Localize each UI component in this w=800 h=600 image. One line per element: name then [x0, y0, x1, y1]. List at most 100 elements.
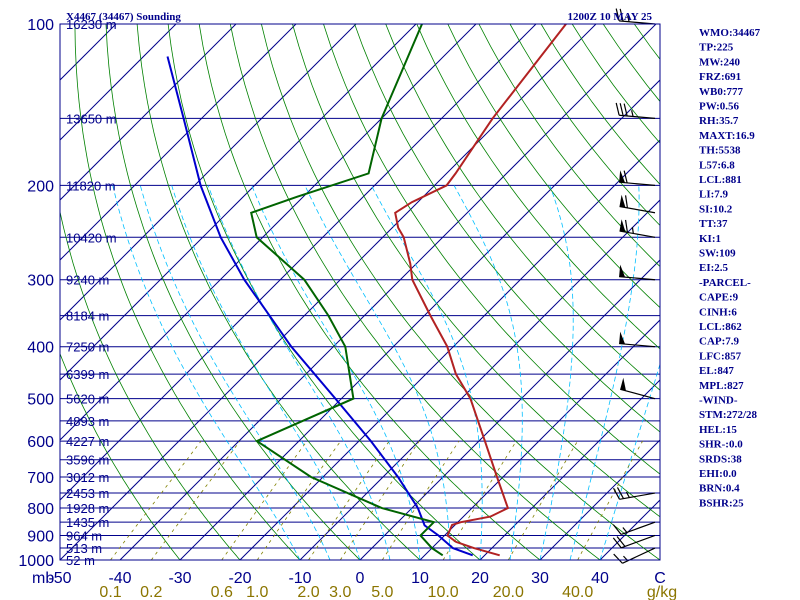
- wind-barb: [615, 8, 656, 25]
- mixing-ratio-line: [256, 440, 341, 560]
- height-label: 964 m: [66, 528, 102, 543]
- wind-barb: [619, 331, 656, 348]
- dry-adiabat-line: [571, 24, 660, 144]
- dewpoint-trace: [250, 24, 444, 557]
- index-entry: WB0:777: [699, 86, 744, 98]
- moist-adiabat-line: [139, 185, 331, 560]
- isotherm-line: [419, 319, 660, 560]
- index-entry: STM:272/28: [699, 409, 758, 421]
- temperature-tick-label: -20: [228, 570, 251, 587]
- height-label: 9240 m: [66, 273, 109, 288]
- mixing-ratio-tick-label: 20.0: [493, 584, 524, 600]
- pressure-tick-label: 800: [27, 501, 54, 518]
- index-entry: CAP:7.9: [699, 336, 740, 348]
- isotherm-line: [359, 259, 660, 560]
- mixing-ratio-tick-label: 1.0: [246, 584, 268, 600]
- height-label: 3596 m: [66, 453, 109, 468]
- wind-barb: [619, 170, 656, 186]
- pressure-tick-label: 1000: [18, 553, 54, 570]
- index-entry: MAXT:16.9: [699, 130, 755, 142]
- pressure-tick-label: 700: [27, 470, 54, 487]
- index-entry: -WIND-: [699, 395, 738, 407]
- temperature-tick-label: -30: [168, 570, 191, 587]
- mixing-ratio-tick-label: 0.1: [99, 584, 121, 600]
- temperature-tick-label: 30: [531, 570, 549, 587]
- dry-adiabat-line: [323, 24, 660, 475]
- pressure-tick-label: 400: [27, 340, 54, 357]
- dry-adiabat-line: [60, 352, 181, 560]
- pressure-tick-label: 500: [27, 392, 54, 409]
- moist-adiabat-line: [112, 185, 301, 560]
- moist-adiabat-line: [207, 185, 391, 560]
- index-entry: CAPE:9: [699, 292, 739, 304]
- height-label: 2453 m: [66, 486, 109, 501]
- mixing-ratio-line: [381, 440, 460, 560]
- index-entry: LCL:862: [699, 321, 742, 333]
- index-entry: TP:225: [699, 42, 734, 54]
- index-entry: BRN:0.4: [699, 483, 740, 495]
- moist-adiabat-line: [304, 185, 451, 560]
- index-entry: KI:1: [699, 233, 721, 245]
- isotherm-line: [119, 24, 657, 560]
- height-label: 1435 m: [66, 515, 109, 530]
- wind-barbs: [612, 8, 656, 564]
- index-entry: LCL:881: [699, 174, 742, 186]
- index-entry: WMO:34467: [699, 27, 761, 39]
- index-entry: SRDS:38: [699, 453, 742, 465]
- temperature-tick-label: 0: [356, 570, 365, 587]
- wind-barb: [619, 219, 656, 238]
- index-entry: L57:6.8: [699, 159, 735, 171]
- mixing-ratio-line: [308, 440, 390, 560]
- wind-barb: [620, 377, 656, 400]
- index-entry: PW:0.56: [699, 101, 740, 113]
- dry-adiabat-line: [198, 24, 541, 560]
- height-label: 513 m: [66, 541, 102, 556]
- dry-adiabat-line: [74, 24, 301, 560]
- temperature-tick-label: -50: [48, 570, 71, 587]
- index-entry: CINH:6: [699, 306, 737, 318]
- dry-adiabat-line: [229, 24, 601, 560]
- moist-adiabat-line: [370, 185, 483, 560]
- mixing-ratio-tick-label: 0.6: [211, 584, 233, 600]
- index-entry: LI:7.9: [699, 189, 729, 201]
- index-entry: BSHR:25: [699, 497, 744, 509]
- height-label: 6399 m: [66, 367, 109, 382]
- index-entry: RH:35.7: [699, 115, 739, 127]
- moist-adiabat-line: [569, 185, 640, 560]
- wind-barb: [615, 102, 656, 119]
- chart-title-left: X4467 (34467) Sounding: [66, 11, 181, 23]
- height-label: 1928 m: [66, 501, 109, 516]
- height-label: 3012 m: [66, 470, 109, 485]
- temperature-tick-label: 10: [411, 570, 429, 587]
- mixing-ratio-unit-label: g/kg: [647, 584, 677, 600]
- height-label: 8184 m: [66, 309, 109, 324]
- temperature-unit-label: C: [654, 570, 666, 587]
- moist-adiabat-line: [599, 362, 660, 560]
- dry-adiabat-line: [261, 24, 660, 560]
- index-entry: HEL:15: [699, 424, 737, 436]
- index-entry: FRZ:691: [699, 71, 741, 83]
- isotherm-line: [479, 379, 660, 560]
- pressure-axis-label: mb: [32, 570, 54, 587]
- isotherm-line: [60, 24, 477, 441]
- dry-adiabat-line: [540, 24, 660, 185]
- dry-adiabat-line: [447, 24, 660, 309]
- height-label: 4227 m: [66, 434, 109, 449]
- moist-adiabat-line: [251, 185, 421, 560]
- wind-barb: [612, 534, 656, 549]
- isotherm-line: [60, 24, 297, 261]
- index-entry: TH:5538: [699, 145, 741, 157]
- chart-profiles: [166, 24, 567, 557]
- dry-adiabat-line: [167, 24, 481, 560]
- index-entry: SHR-:0.0: [699, 439, 743, 451]
- wind-barb: [612, 521, 656, 536]
- pressure-tick-label: 900: [27, 528, 54, 545]
- dry-adiabat-line: [509, 24, 660, 227]
- pressure-tick-label: 600: [27, 434, 54, 451]
- mixing-ratio-line: [110, 440, 202, 560]
- wind-barb: [613, 547, 656, 564]
- moist-adiabat-line: [171, 185, 361, 560]
- dry-adiabat-line: [354, 24, 660, 433]
- isotherm-line: [60, 24, 177, 141]
